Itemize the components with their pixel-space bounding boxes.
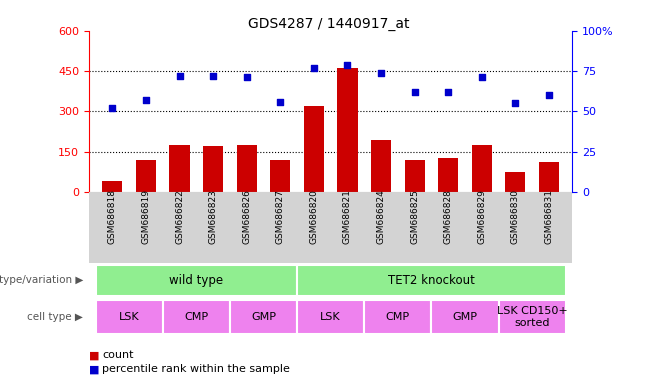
Bar xyxy=(163,300,230,334)
Text: GMP: GMP xyxy=(251,312,276,322)
Text: CMP: CMP xyxy=(386,312,410,322)
Bar xyxy=(338,68,357,192)
Point xyxy=(275,99,286,105)
Point xyxy=(476,74,487,81)
Bar xyxy=(170,145,190,192)
Text: ■: ■ xyxy=(89,364,99,374)
Bar xyxy=(230,300,297,334)
Bar xyxy=(371,140,391,192)
Text: GMP: GMP xyxy=(453,312,478,322)
Bar xyxy=(405,160,424,192)
Bar xyxy=(472,145,492,192)
Bar xyxy=(95,300,163,334)
Bar xyxy=(539,162,559,192)
Point xyxy=(544,92,554,98)
Bar xyxy=(203,146,223,192)
Point xyxy=(241,74,252,81)
Text: cell type ▶: cell type ▶ xyxy=(27,312,83,322)
Text: GDS4287 / 1440917_at: GDS4287 / 1440917_at xyxy=(248,17,410,31)
Point xyxy=(409,89,420,95)
Bar xyxy=(136,160,156,192)
Bar xyxy=(95,265,297,296)
Bar xyxy=(237,145,257,192)
Text: percentile rank within the sample: percentile rank within the sample xyxy=(102,364,290,374)
Text: LSK: LSK xyxy=(119,312,139,322)
Point xyxy=(141,97,151,103)
Bar xyxy=(304,106,324,192)
Text: wild type: wild type xyxy=(169,274,223,287)
Bar xyxy=(297,300,365,334)
Point xyxy=(174,73,185,79)
Bar xyxy=(505,172,526,192)
Point xyxy=(208,73,218,79)
Bar xyxy=(365,300,432,334)
Bar xyxy=(297,265,566,296)
Bar xyxy=(270,160,290,192)
Text: TET2 knockout: TET2 knockout xyxy=(388,274,475,287)
Point xyxy=(107,105,118,111)
Bar xyxy=(432,300,499,334)
Text: LSK: LSK xyxy=(320,312,341,322)
Point xyxy=(376,70,386,76)
Point xyxy=(510,100,520,106)
Bar xyxy=(499,300,566,334)
Point xyxy=(443,89,453,95)
Text: LSK CD150+
sorted: LSK CD150+ sorted xyxy=(497,306,568,328)
Point xyxy=(342,61,353,68)
Bar xyxy=(102,181,122,192)
Point xyxy=(309,65,319,71)
Text: genotype/variation ▶: genotype/variation ▶ xyxy=(0,275,83,285)
Bar xyxy=(438,159,458,192)
Text: CMP: CMP xyxy=(184,312,209,322)
Text: ■: ■ xyxy=(89,350,99,360)
Text: count: count xyxy=(102,350,134,360)
